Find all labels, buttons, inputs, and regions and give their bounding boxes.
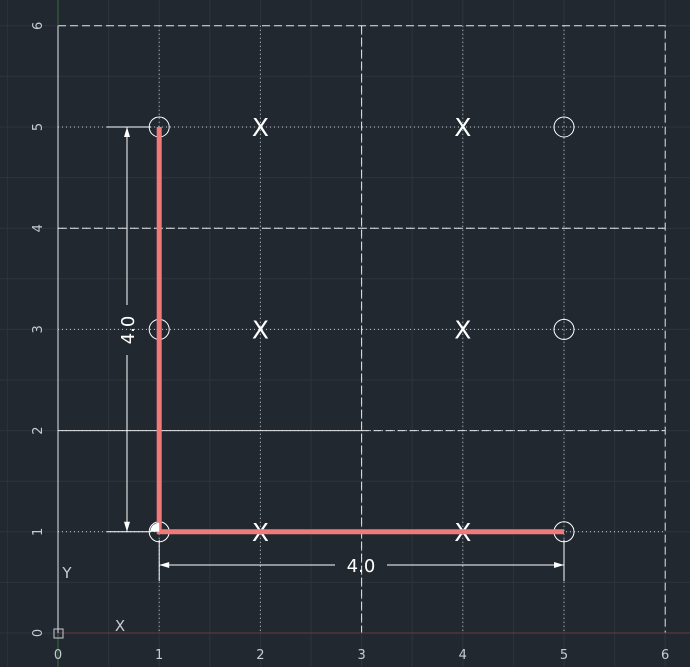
circle-marker [553, 116, 575, 138]
x-tick-label: 0 [54, 648, 62, 663]
y-tick-label: 2 [31, 426, 46, 434]
x-tick-label: 1 [155, 648, 163, 663]
horizontal-dimension-text: 4.0 [347, 556, 376, 577]
y-tick-label: 0 [31, 629, 46, 637]
y-tick-label: 4 [31, 224, 46, 232]
cross-marker: X [252, 315, 269, 344]
y-tick-label: 5 [31, 123, 46, 131]
x-tick-label: 6 [661, 648, 669, 663]
y-tick-label: 3 [31, 325, 46, 333]
circle-marker [553, 318, 575, 340]
ucs-y-label: Y [61, 564, 72, 582]
x-tick-label: 3 [357, 648, 365, 663]
cross-marker: X [252, 113, 269, 142]
dimension-annotations: 4.0 4.0 [107, 126, 565, 581]
dim-arrow [554, 562, 564, 568]
cross-markers: X XX XX X [252, 113, 472, 547]
ucs-x-label: X [115, 617, 125, 635]
x-axis-tick-labels: 0 1 2 3 4 5 6 [54, 648, 669, 663]
dim-arrow [159, 562, 170, 568]
y-axis-tick-labels: 0 1 2 3 4 5 6 [31, 22, 46, 637]
ucs-icon: Y X [53, 564, 125, 639]
ucs-axes [57, 0, 690, 667]
cross-marker: X [454, 315, 471, 344]
highlighted-polyline[interactable] [150, 127, 564, 535]
ucs-origin-square [53, 628, 64, 639]
vertical-dimension-text: 4.0 [118, 316, 139, 345]
dim-arrow [124, 127, 130, 137]
x-tick-label: 4 [459, 648, 467, 663]
cross-marker: X [454, 113, 471, 142]
y-tick-label: 1 [31, 528, 46, 536]
corner-grip [150, 522, 160, 532]
dim-arrow [124, 521, 130, 532]
x-tick-label: 5 [560, 648, 568, 663]
x-tick-label: 2 [256, 648, 264, 663]
y-tick-label: 6 [31, 22, 46, 30]
